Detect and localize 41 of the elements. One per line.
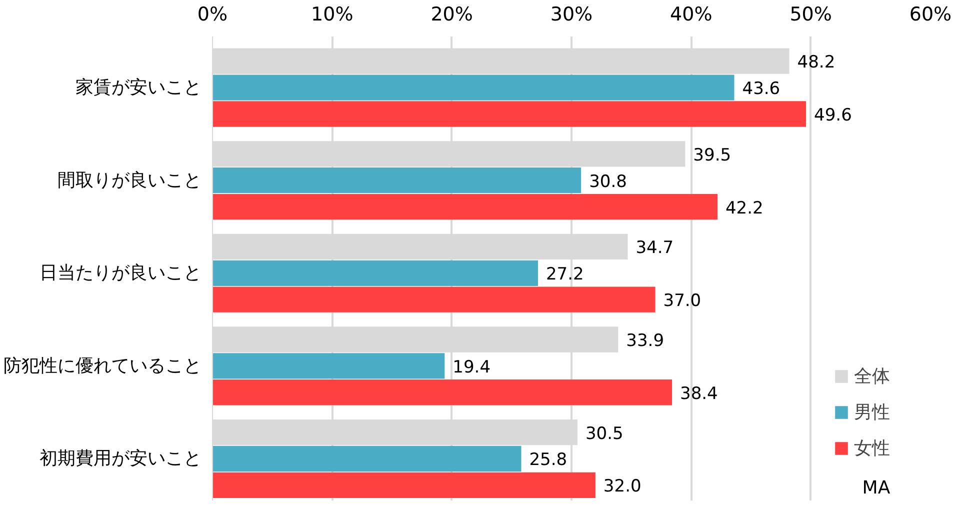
bar xyxy=(212,380,672,406)
text: 33.9 xyxy=(626,330,664,351)
text: 34.7 xyxy=(636,238,674,258)
text: 42.2 xyxy=(725,198,764,218)
y-tick-label: 家賃が安いこと xyxy=(76,77,202,98)
y-tick-label: 防犯性に優れていること xyxy=(4,355,202,376)
text: 19.4 xyxy=(452,357,491,378)
bar xyxy=(212,446,522,472)
bar xyxy=(212,286,656,312)
text: 43.6 xyxy=(742,79,780,100)
x-tick-label: 40% xyxy=(670,4,712,26)
x-tick-label: 60% xyxy=(909,4,952,26)
bar xyxy=(212,168,582,194)
text: 25.8 xyxy=(529,450,568,470)
bar xyxy=(212,353,445,379)
x-tick-label: 20% xyxy=(430,4,473,26)
y-tick-label: 間取りが良いこと xyxy=(58,170,202,191)
legend-label: 全体 xyxy=(854,365,890,388)
text: 37.0 xyxy=(663,291,702,312)
bar xyxy=(212,260,538,286)
text: 38.4 xyxy=(680,384,718,404)
text: 30.8 xyxy=(589,172,627,192)
y-tick-label: 日当たりが良いこと xyxy=(40,262,202,284)
y-tick-label: 初期費用が安いこと xyxy=(40,448,202,470)
text: 27.2 xyxy=(546,264,584,285)
bar xyxy=(212,74,734,100)
text: 39.5 xyxy=(693,145,732,166)
text: 30.5 xyxy=(585,424,624,444)
bar xyxy=(212,472,596,498)
legend-label: 女性 xyxy=(854,437,890,460)
text: 48.2 xyxy=(797,52,836,73)
annotation: MA xyxy=(862,478,891,498)
bar xyxy=(212,101,806,127)
legend-label: 男性 xyxy=(854,401,890,424)
x-tick-label: 0% xyxy=(197,4,228,26)
x-tick-label: 30% xyxy=(550,4,593,26)
bar xyxy=(212,194,718,220)
x-tick-label: 10% xyxy=(311,4,354,26)
text: 49.6 xyxy=(814,105,852,126)
text: 32.0 xyxy=(603,476,642,497)
x-tick-label: 50% xyxy=(790,4,832,26)
